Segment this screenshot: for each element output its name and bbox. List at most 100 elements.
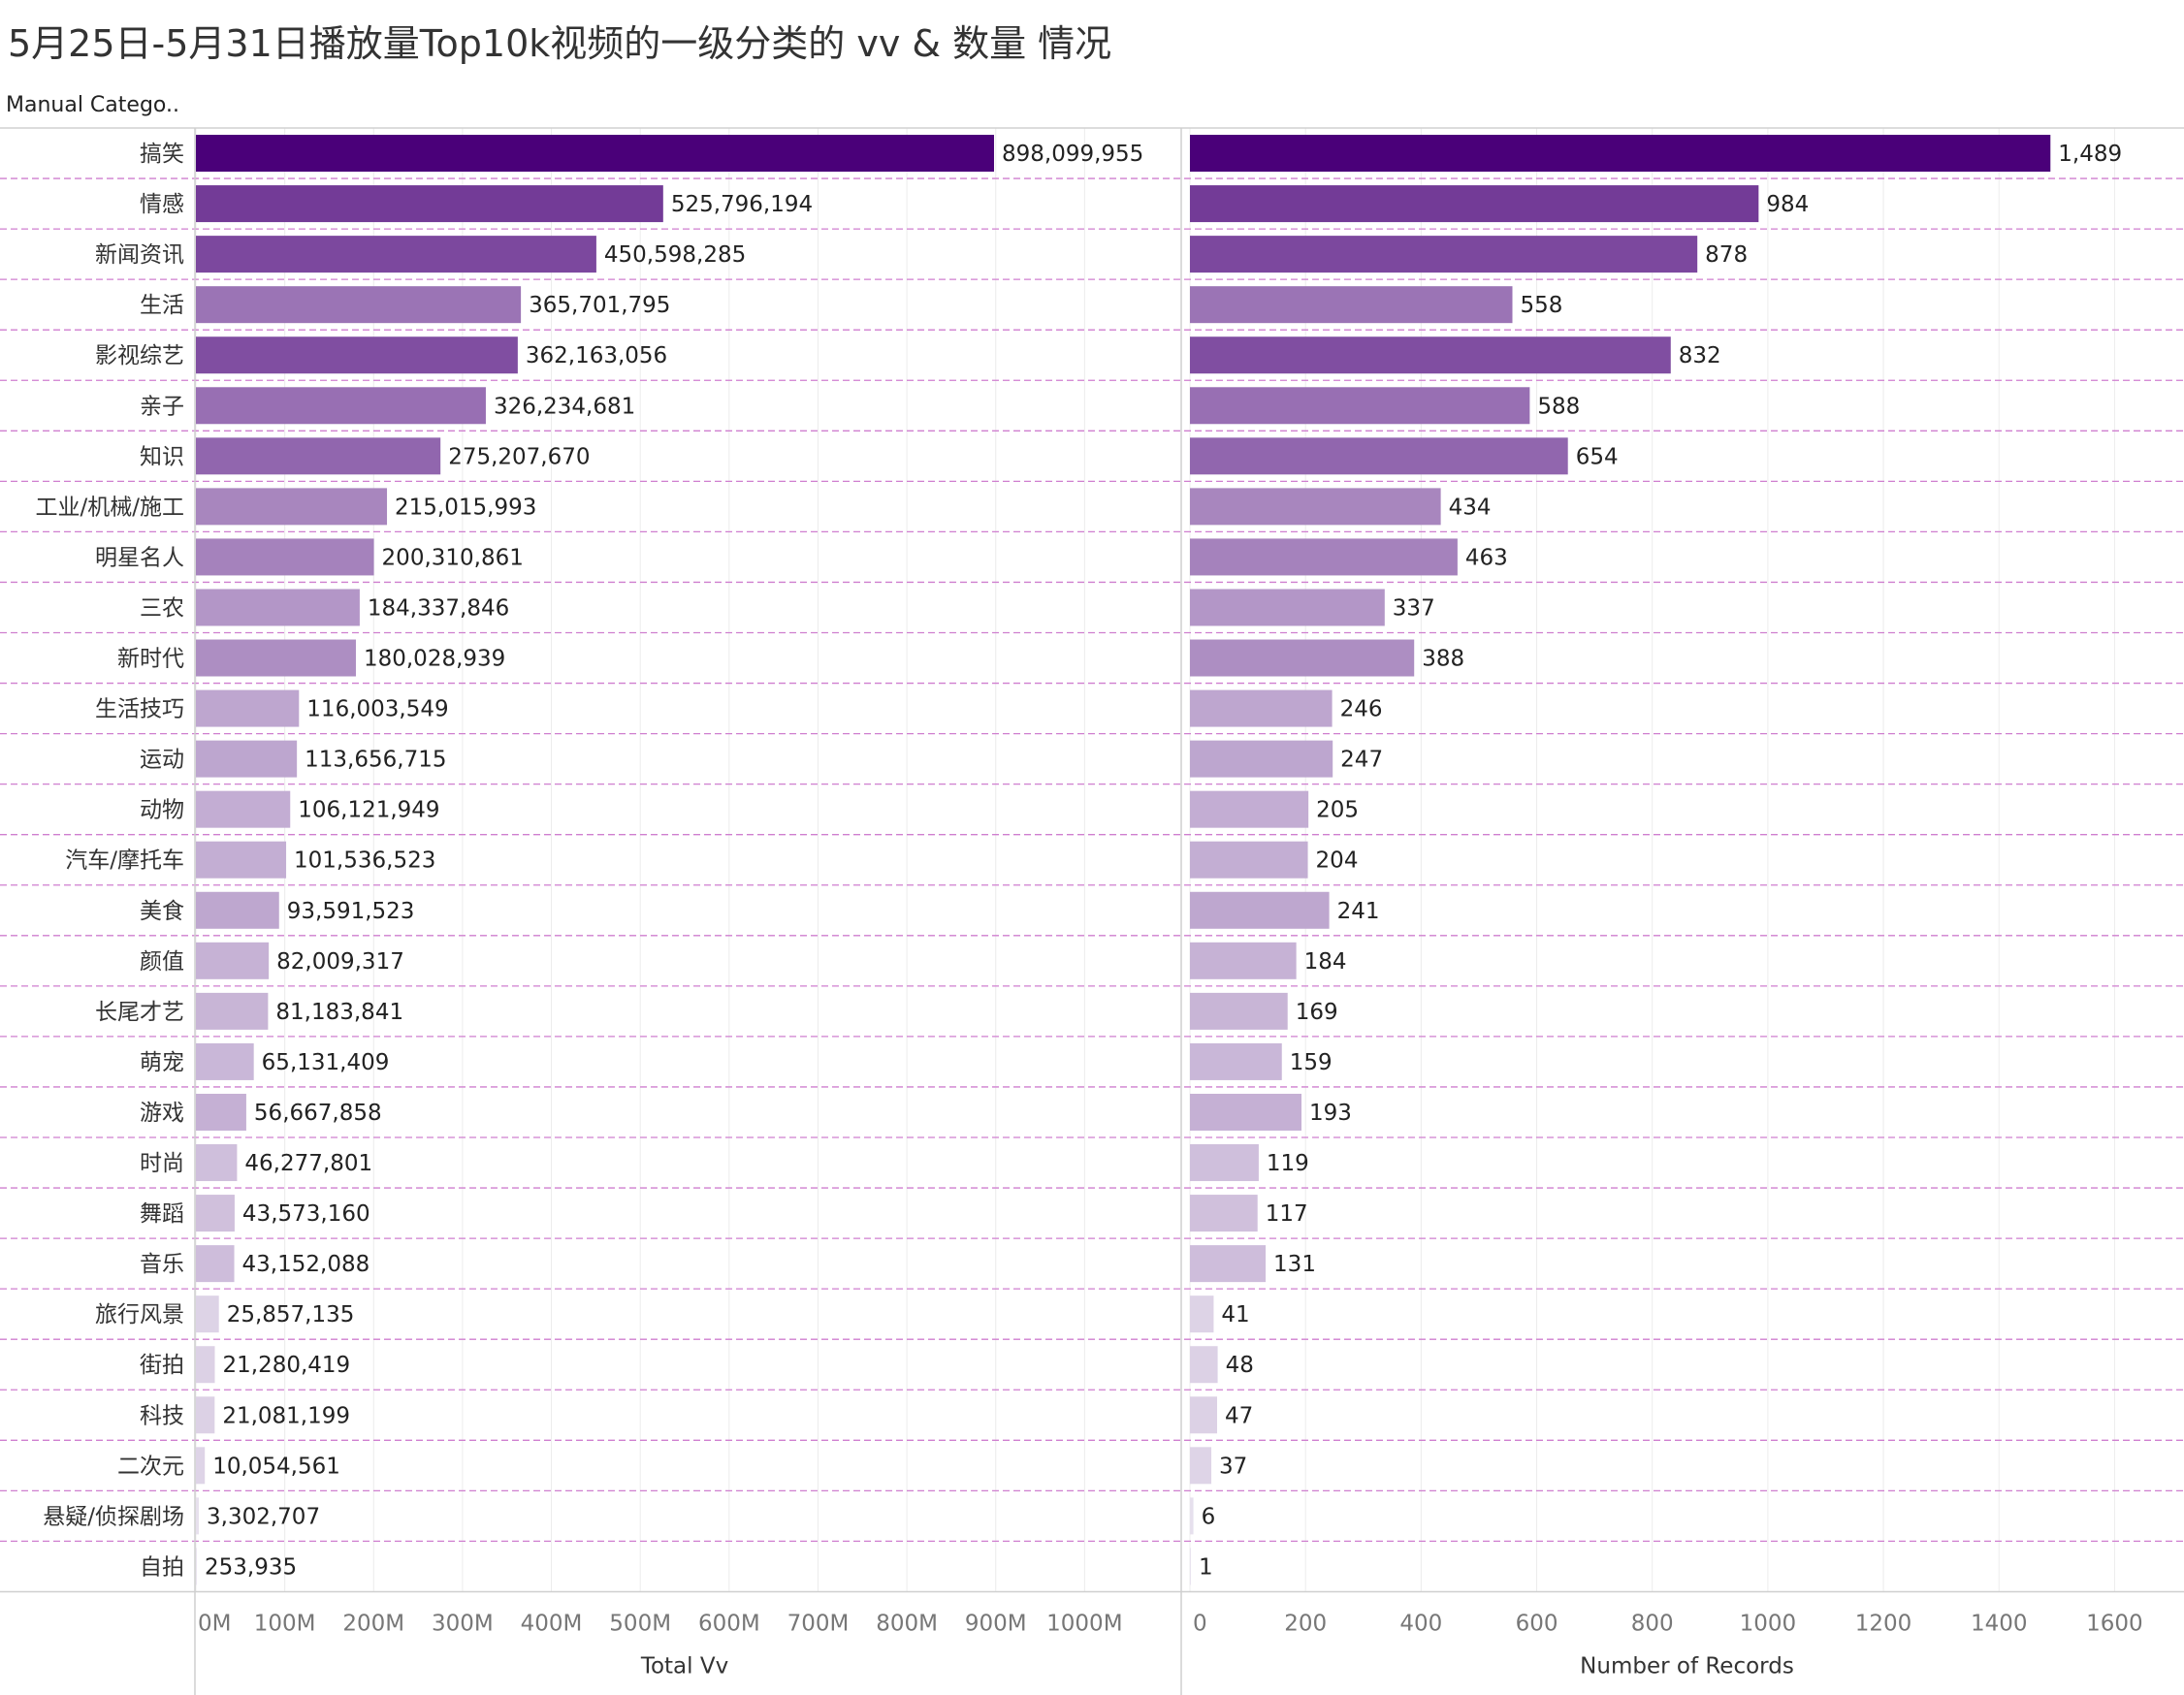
bar-records[interactable] [1190,740,1333,778]
bar-vv[interactable] [196,992,269,1030]
category-label: 汽车/摩托车 [65,848,184,874]
bar-records[interactable] [1190,589,1385,626]
category-label: 悬疑/侦探剧场 [43,1504,184,1529]
category-label: 颜值 [140,949,184,975]
bar-records[interactable] [1190,286,1513,324]
bar-vv[interactable] [196,942,270,979]
bar-records[interactable] [1190,185,1759,223]
bar-records[interactable] [1190,1042,1282,1080]
tick-label-records: 1600 [2086,1611,2143,1636]
bar-vv[interactable] [196,185,663,223]
bar-vv[interactable] [196,1346,215,1384]
tick-label-records: 1400 [1971,1611,2028,1636]
data-label-vv: 898,099,955 [1002,142,1143,167]
bar-vv[interactable] [196,1245,235,1283]
tick-label-records: 600 [1516,1611,1558,1636]
data-label-vv: 82,009,317 [276,949,404,975]
bar-records[interactable] [1190,891,1330,929]
data-label-vv: 275,207,670 [448,444,590,469]
bar-vv[interactable] [196,488,388,526]
category-label: 搞笑 [140,142,184,167]
bar-vv[interactable] [196,891,279,929]
bar-records[interactable] [1190,1195,1258,1232]
bar-records[interactable] [1190,1144,1259,1182]
data-label-records: 247 [1340,748,1383,773]
tick-label-vv: 1000M [1046,1611,1122,1636]
bar-vv[interactable] [196,1042,254,1080]
data-label-records: 119 [1267,1151,1309,1176]
data-label-records: 241 [1337,899,1380,924]
bar-records[interactable] [1190,790,1309,828]
bar-vv[interactable] [196,1548,197,1585]
bar-records[interactable] [1190,992,1288,1030]
bar-vv[interactable] [196,538,374,576]
bar-records[interactable] [1190,1548,1191,1585]
bar-vv[interactable] [196,689,300,727]
data-label-records: 117 [1266,1201,1308,1227]
bar-records[interactable] [1190,1245,1267,1283]
bar-vv[interactable] [196,1295,219,1333]
bar-vv[interactable] [196,589,360,626]
data-label-vv: 365,701,795 [529,293,670,318]
data-label-vv: 326,234,681 [494,394,635,419]
tick-label-records: 1000 [1740,1611,1797,1636]
category-label: 长尾才艺 [95,1000,184,1025]
bar-vv[interactable] [196,1093,246,1131]
category-label: 生活 [140,293,184,318]
bar-vv[interactable] [196,236,596,273]
bar-records[interactable] [1190,841,1308,879]
bar-records[interactable] [1190,1295,1214,1333]
bar-vv[interactable] [196,740,298,778]
data-label-vv: 101,536,523 [294,848,435,874]
bar-vv[interactable] [196,790,291,828]
bar-vv[interactable] [196,841,287,879]
bar-vv[interactable] [196,1195,235,1232]
bar-records[interactable] [1190,639,1415,677]
bar-vv[interactable] [196,437,441,475]
category-column-header[interactable]: Manual Catego.. [6,93,179,117]
bar-vv[interactable] [196,135,994,173]
bar-vv[interactable] [196,286,522,324]
bar-records[interactable] [1190,488,1441,526]
bar-records[interactable] [1190,942,1297,979]
tick-label-vv: 900M [965,1611,1027,1636]
bar-records[interactable] [1190,437,1568,475]
category-label: 新时代 [117,647,184,672]
data-label-records: 159 [1290,1050,1333,1075]
bar-vv[interactable] [196,1497,200,1535]
bar-records[interactable] [1190,135,2051,173]
data-label-records: 193 [1309,1101,1352,1126]
bar-records[interactable] [1190,689,1333,727]
category-label: 明星名人 [95,545,184,570]
data-label-vv: 65,131,409 [262,1050,390,1075]
bar-records[interactable] [1190,538,1458,576]
category-label: 动物 [140,798,184,823]
category-label: 亲子 [140,394,184,419]
data-label-records: 654 [1576,444,1619,469]
data-label-records: 832 [1679,343,1721,368]
data-label-vv: 253,935 [205,1554,297,1580]
bar-records[interactable] [1190,1093,1302,1131]
data-label-vv: 43,573,160 [242,1201,370,1227]
bar-records[interactable] [1190,1396,1218,1434]
bar-records[interactable] [1190,236,1698,273]
bar-vv[interactable] [196,1144,238,1182]
bar-vv[interactable] [196,639,356,677]
data-label-records: 169 [1296,1000,1338,1025]
tick-label-records: 400 [1399,1611,1442,1636]
bar-records[interactable] [1190,1447,1212,1485]
bar-records[interactable] [1190,387,1530,425]
bar-records[interactable] [1190,1346,1218,1384]
data-label-vv: 180,028,939 [364,647,505,672]
bar-vv[interactable] [196,387,486,425]
bar-vv[interactable] [196,336,518,374]
category-label: 生活技巧 [95,697,184,722]
bar-vv[interactable] [196,1447,206,1485]
data-label-vv: 215,015,993 [395,495,536,520]
data-label-vv: 3,302,707 [207,1504,320,1529]
data-label-records: 48 [1226,1353,1254,1378]
tick-label-vv: 300M [432,1611,494,1636]
bar-records[interactable] [1190,1497,1194,1535]
bar-vv[interactable] [196,1396,215,1434]
bar-records[interactable] [1190,336,1671,374]
